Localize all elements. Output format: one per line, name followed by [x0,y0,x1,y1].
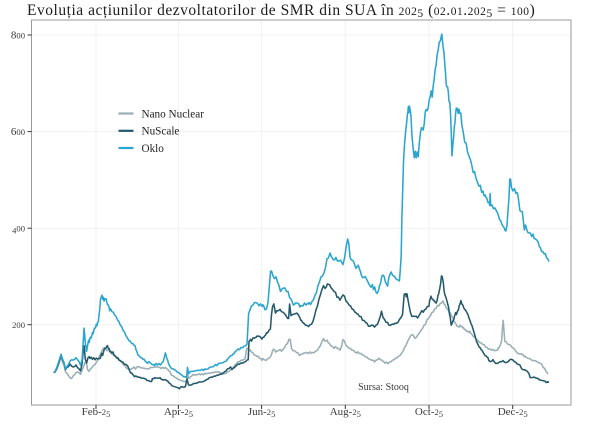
svg-text:Dec-25: Dec-25 [498,406,528,419]
svg-text:800: 800 [11,29,25,41]
svg-text:Apr-25: Apr-25 [164,406,193,419]
svg-text:Oklo: Oklo [142,143,165,155]
svg-text:200: 200 [12,320,25,330]
svg-text:Jun-25: Jun-25 [248,406,276,419]
svg-text:Feb-25: Feb-25 [82,406,111,419]
svg-text:600: 600 [11,126,25,138]
svg-text:Sursa: Stooq: Sursa: Stooq [358,382,409,393]
svg-text:Aug-25: Aug-25 [330,406,361,419]
svg-text:Nano Nuclear: Nano Nuclear [142,108,205,120]
svg-text:Oct-25: Oct-25 [415,406,443,419]
svg-text:NuScale: NuScale [142,126,180,138]
svg-text:4 00: 4 00 [12,224,25,236]
